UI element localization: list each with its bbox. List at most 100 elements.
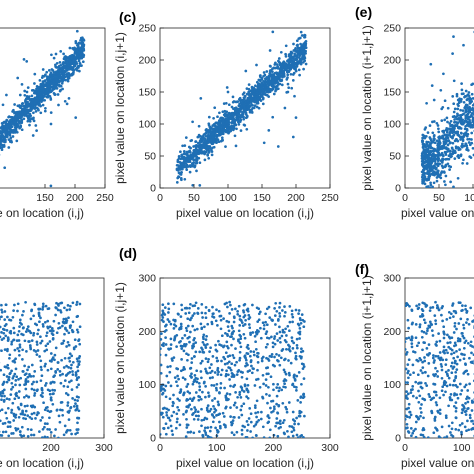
data-point: [236, 116, 240, 120]
data-point: [9, 139, 13, 142]
data-point: [72, 405, 76, 408]
data-point: [41, 85, 44, 88]
data-point: [212, 116, 215, 120]
data-point: [46, 436, 49, 438]
data-point: [33, 72, 37, 76]
data-point: [24, 378, 28, 381]
data-point: [247, 107, 250, 111]
data-point: [430, 84, 434, 87]
data-point: [204, 134, 208, 138]
data-point: [41, 81, 45, 85]
data-point: [23, 114, 26, 117]
data-point: [242, 104, 246, 108]
data-point: [236, 112, 240, 116]
data-point: [215, 141, 218, 144]
data-point: [20, 128, 24, 132]
data-point: [219, 139, 223, 143]
data-point: [424, 145, 428, 149]
data-point: [43, 91, 47, 95]
data-point: [18, 353, 21, 357]
data-point: [74, 371, 78, 374]
data-point: [22, 107, 25, 111]
data-point: [299, 30, 303, 34]
data-point: [62, 321, 65, 324]
data-point: [18, 321, 22, 325]
data-point: [22, 117, 26, 121]
data-point: [233, 113, 237, 116]
data-point: [27, 103, 31, 107]
data-point: [32, 374, 35, 378]
data-point: [10, 411, 13, 414]
data-point: [81, 44, 85, 47]
data-point: [80, 41, 84, 45]
data-point: [461, 161, 464, 165]
data-point: [296, 50, 300, 54]
data-point: [257, 78, 261, 82]
data-point: [8, 425, 12, 428]
data-point: [420, 154, 424, 158]
data-point: [435, 179, 439, 183]
data-point: [54, 346, 58, 350]
data-point: [37, 101, 40, 105]
data-point: [456, 112, 459, 116]
data-point: [195, 169, 198, 173]
data-point: [445, 126, 449, 130]
data-point: [44, 87, 48, 91]
y-tick-label: 250: [138, 23, 156, 35]
data-point: [420, 175, 424, 179]
data-point: [7, 138, 11, 141]
data-point: [179, 150, 182, 154]
data-point: [454, 123, 458, 127]
data-point: [239, 115, 243, 119]
data-point: [1, 391, 5, 395]
data-point: [219, 122, 223, 126]
data-point: [29, 375, 33, 378]
data-point: [0, 408, 4, 412]
data-point: [39, 111, 43, 115]
data-point: [464, 142, 468, 146]
data-point: [55, 409, 59, 412]
data-point: [62, 61, 65, 64]
data-point: [441, 105, 445, 109]
data-point: [20, 115, 23, 119]
data-point: [449, 119, 453, 123]
data-point: [202, 135, 205, 139]
data-point: [38, 94, 41, 98]
data-point: [443, 99, 447, 103]
data-point: [53, 358, 56, 362]
data-point: [238, 96, 242, 100]
data-point: [436, 169, 440, 173]
data-point: [460, 88, 464, 92]
data-point: [451, 126, 455, 130]
data-point: [20, 83, 24, 86]
data-point: [248, 104, 252, 107]
data-point: [431, 185, 434, 188]
data-point: [468, 137, 471, 141]
data-point: [452, 35, 455, 38]
data-point: [18, 93, 22, 97]
data-point: [9, 393, 13, 396]
data-point: [21, 101, 25, 105]
y-axis-label: pixel value on location (i,j+1): [113, 32, 127, 184]
data-point: [44, 106, 47, 110]
data-point: [273, 66, 277, 70]
data-point: [448, 150, 452, 153]
data-point: [78, 325, 82, 329]
data-point: [421, 146, 425, 149]
data-point: [45, 81, 48, 85]
data-point: [422, 148, 426, 152]
data-point: [463, 119, 467, 123]
data-point: [284, 44, 288, 48]
data-point: [280, 78, 284, 82]
data-point: [241, 99, 245, 102]
data-point: [50, 76, 54, 80]
data-point: [238, 120, 242, 123]
data-point: [46, 325, 49, 329]
data-point: [471, 117, 474, 121]
data-point: [260, 95, 264, 98]
data-point: [71, 397, 74, 400]
data-point: [69, 366, 73, 370]
data-point: [450, 154, 453, 158]
data-point: [251, 87, 254, 90]
data-point: [58, 89, 62, 93]
